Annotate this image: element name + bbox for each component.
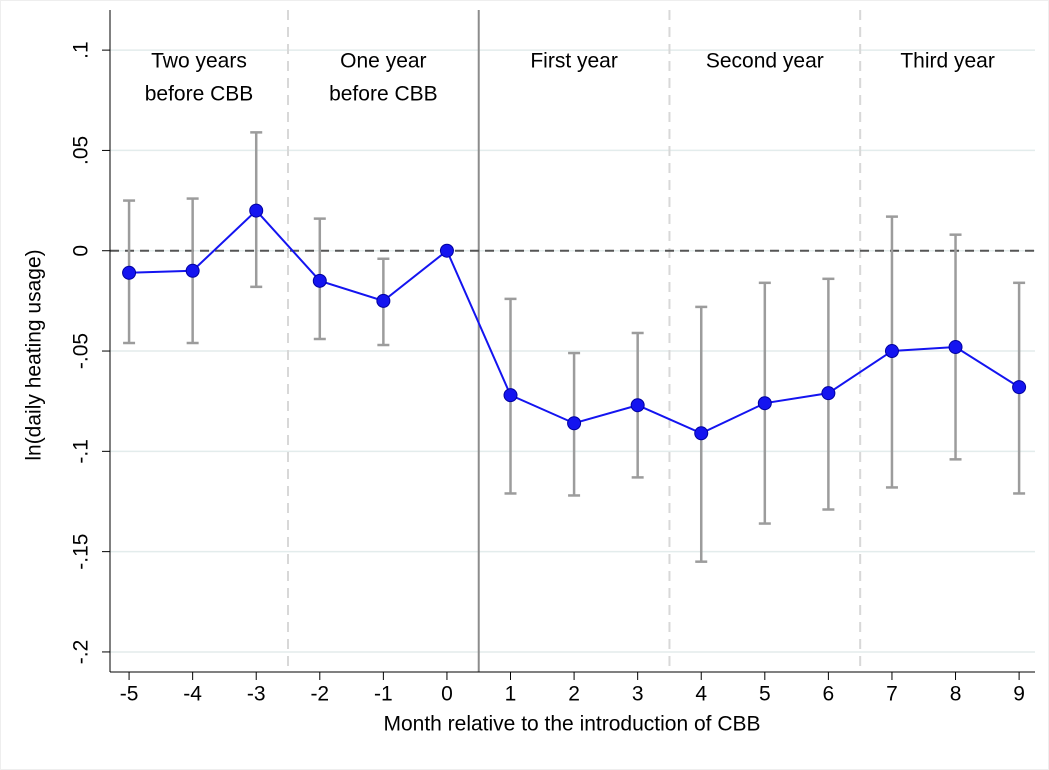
point bbox=[884, 344, 899, 359]
point bbox=[503, 388, 518, 403]
x-axis-label: Month relative to the introduction of CB… bbox=[383, 713, 760, 736]
point bbox=[821, 386, 836, 401]
x-tick-label: 8 bbox=[950, 683, 962, 706]
x-tick-label: 6 bbox=[823, 683, 835, 706]
x-tick-label: 3 bbox=[632, 683, 644, 706]
period-label: First year bbox=[530, 50, 618, 73]
x-tick-label: -4 bbox=[183, 683, 202, 706]
x-tick-label: -1 bbox=[374, 683, 393, 706]
y-tick-label: -.05 bbox=[70, 333, 93, 369]
y-tick-label: -.15 bbox=[70, 534, 93, 570]
point bbox=[630, 398, 645, 413]
y-tick-label: -.1 bbox=[70, 439, 93, 464]
point bbox=[567, 416, 582, 431]
point bbox=[1012, 380, 1027, 395]
y-tick-label: .05 bbox=[70, 136, 93, 165]
x-tick-label: -5 bbox=[120, 683, 139, 706]
y-tick-label: -.2 bbox=[70, 640, 93, 665]
point bbox=[439, 243, 454, 258]
point bbox=[376, 293, 391, 308]
period-label: Third year bbox=[900, 50, 995, 73]
x-tick-label: -2 bbox=[310, 683, 329, 706]
point bbox=[948, 340, 963, 355]
period-label: One year bbox=[340, 50, 426, 73]
x-tick-label: 2 bbox=[568, 683, 580, 706]
point bbox=[312, 273, 327, 288]
x-tick-label: 5 bbox=[759, 683, 771, 706]
x-tick-label: 4 bbox=[695, 683, 707, 706]
period-label: Two years bbox=[151, 50, 247, 73]
point bbox=[249, 203, 264, 218]
period-label: Second year bbox=[706, 50, 824, 73]
x-tick-label: 0 bbox=[441, 683, 453, 706]
y-tick-label: .1 bbox=[70, 41, 93, 59]
x-tick-label: 9 bbox=[1013, 683, 1025, 706]
point bbox=[185, 263, 200, 278]
period-label: before CBB bbox=[145, 83, 254, 106]
y-tick-label: 0 bbox=[70, 245, 93, 257]
point bbox=[694, 426, 709, 441]
x-tick-label: -3 bbox=[247, 683, 266, 706]
period-label: before CBB bbox=[329, 83, 438, 106]
point bbox=[122, 265, 137, 280]
y-axis-label: ln(daily heating usage) bbox=[23, 249, 46, 460]
point bbox=[757, 396, 772, 411]
x-tick-label: 7 bbox=[886, 683, 898, 706]
x-tick-label: 1 bbox=[505, 683, 517, 706]
